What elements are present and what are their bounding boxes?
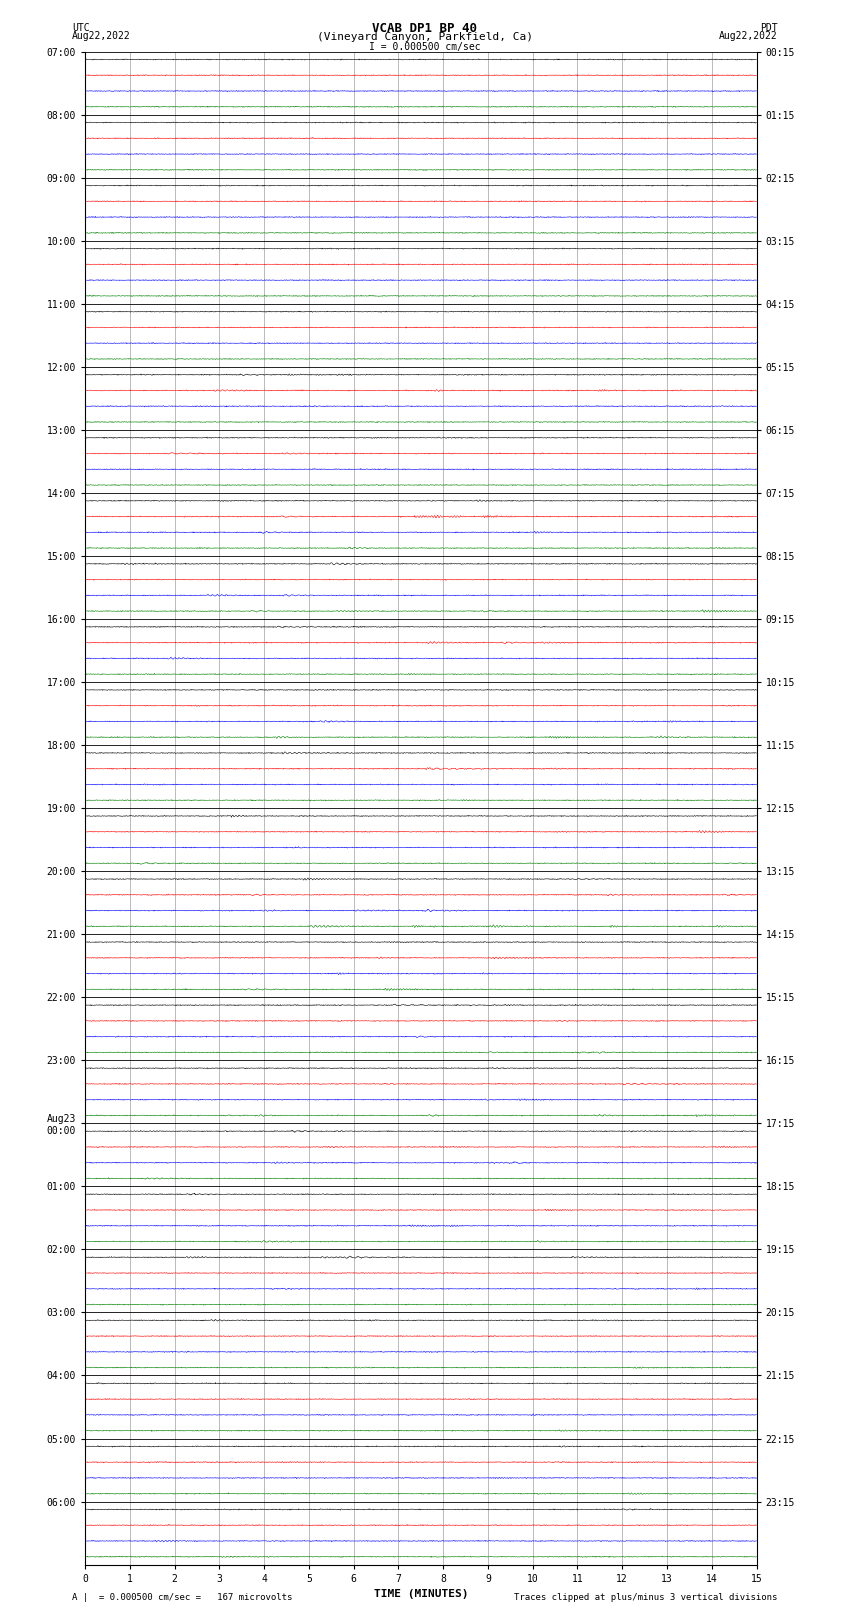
Text: VCAB DP1 BP 40: VCAB DP1 BP 40 <box>372 23 478 35</box>
Text: (Vineyard Canyon, Parkfield, Ca): (Vineyard Canyon, Parkfield, Ca) <box>317 32 533 42</box>
X-axis label: TIME (MINUTES): TIME (MINUTES) <box>373 1589 468 1598</box>
Text: Aug22,2022: Aug22,2022 <box>719 31 778 40</box>
Text: A |  = 0.000500 cm/sec =   167 microvolts: A | = 0.000500 cm/sec = 167 microvolts <box>72 1592 292 1602</box>
Text: PDT: PDT <box>760 23 778 32</box>
Text: I = 0.000500 cm/sec: I = 0.000500 cm/sec <box>369 42 481 52</box>
Text: UTC: UTC <box>72 23 90 32</box>
Text: Aug22,2022: Aug22,2022 <box>72 31 131 40</box>
Text: Traces clipped at plus/minus 3 vertical divisions: Traces clipped at plus/minus 3 vertical … <box>514 1592 778 1602</box>
